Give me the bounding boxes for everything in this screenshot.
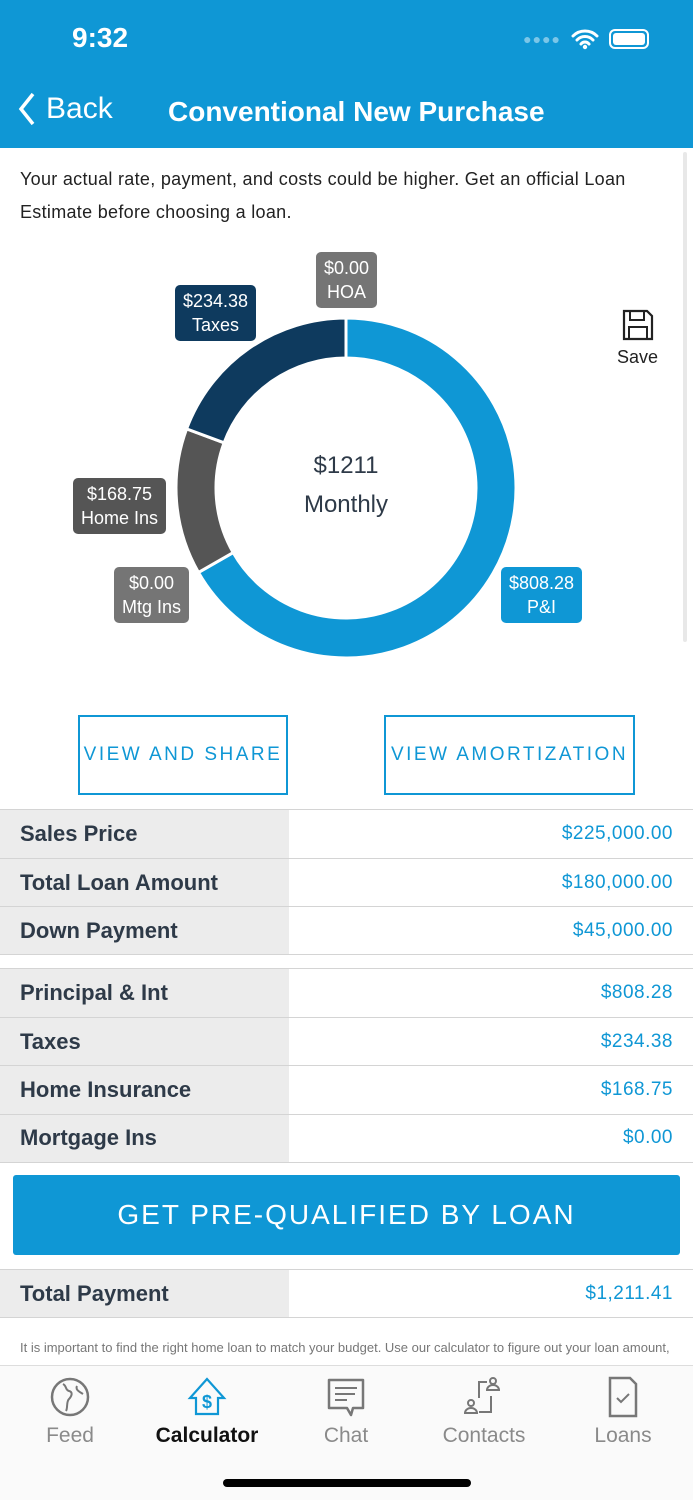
row-value[interactable]: $234.38 (600, 1030, 673, 1052)
contacts-icon (463, 1377, 501, 1414)
get-pre-qualified-button[interactable]: GET PRE-QUALIFIED BY LOAN (13, 1175, 680, 1255)
page-title: Conventional New Purchase (168, 96, 545, 127)
slice-label-home-ins: $168.75 Home Ins (73, 478, 167, 534)
row-label: Home Insurance (0, 1066, 289, 1114)
signal-icon: ●●●● (523, 31, 561, 47)
tab-feed[interactable]: Feed (10, 1376, 130, 1448)
row-value[interactable]: $168.75 (600, 1079, 673, 1100)
home-indicator[interactable] (223, 1479, 471, 1487)
disclaimer-text: Your actual rate, payment, and costs cou… (20, 169, 626, 222)
header: 9:32 ●●●● Back Conventional New Purchase (0, 0, 693, 148)
row-label: Sales Price (0, 810, 289, 858)
tab-label: Contacts (442, 1424, 526, 1447)
tab-calculator[interactable]: $ Calculator (147, 1376, 267, 1448)
chevron-left-icon (18, 92, 35, 126)
slice-label-hoa: $0.00 HOA (316, 252, 378, 308)
total-payment-row: Total Payment $1,211.41 (0, 1269, 693, 1318)
row-label: Mortgage Ins (0, 1114, 289, 1162)
slice-label-pi: $808.28 P&I (501, 567, 583, 623)
floppy-disk-icon (622, 309, 653, 341)
row-value[interactable]: $45,000.00 (572, 919, 673, 941)
donut-slice-home-ins (174, 426, 236, 575)
slice-name: Home Ins (81, 508, 159, 528)
tab-label: Feed (46, 1424, 94, 1447)
tab-contacts[interactable]: Contacts (424, 1376, 544, 1448)
slice-value: $168.75 (86, 484, 153, 504)
table-row[interactable]: Principal & Int $808.28 (0, 968, 693, 1017)
row-label: Principal & Int (0, 969, 289, 1017)
row-label: Taxes (0, 1017, 289, 1066)
tab-label: Calculator (155, 1424, 259, 1447)
tab-label: Chat (323, 1424, 369, 1447)
slice-label-mtg-ins: $0.00 Mtg Ins (114, 567, 190, 623)
globe-icon (50, 1377, 90, 1417)
view-and-share-button[interactable]: VIEW AND SHARE (78, 715, 288, 795)
slice-value: $234.38 (183, 291, 249, 311)
row-value[interactable]: $0.00 (622, 1127, 673, 1148)
tab-chat[interactable]: Chat (286, 1376, 406, 1448)
monthly-total: $1211 (313, 452, 379, 479)
view-amortization-button[interactable]: VIEW AMORTIZATION (384, 715, 635, 795)
tab-bar: Feed $ Calculator Chat Contacts Loans (0, 1365, 693, 1500)
save-button[interactable]: Save (617, 308, 658, 368)
monthly-label: Monthly (303, 491, 389, 518)
chat-icon (327, 1378, 365, 1417)
slice-name: Taxes (192, 315, 240, 335)
row-value[interactable]: $225,000.00 (561, 823, 673, 844)
row-value: $1,211.41 (585, 1282, 673, 1304)
row-label: Total Loan Amount (0, 858, 289, 907)
slice-value: $0.00 (324, 258, 370, 278)
row-value[interactable]: $808.28 (600, 982, 673, 1003)
tab-label: Loans (594, 1424, 652, 1447)
wifi-icon (571, 29, 599, 50)
document-check-icon (608, 1376, 638, 1418)
scrollbar[interactable] (683, 152, 687, 642)
table-row[interactable]: Taxes $234.38 (0, 1016, 693, 1066)
donut-slice-taxes (184, 316, 348, 445)
save-label: Save (617, 347, 659, 367)
chart-center: $1211 Monthly (246, 446, 446, 524)
table-row[interactable]: Sales Price $225,000.00 (0, 809, 693, 858)
table-row[interactable]: Mortgage Ins $0.00 (0, 1113, 693, 1163)
table-row[interactable]: Total Loan Amount $180,000.00 (0, 857, 693, 907)
svg-text:$: $ (202, 1392, 212, 1412)
slice-name: Mtg Ins (122, 597, 182, 617)
back-button[interactable]: Back (18, 92, 113, 126)
tab-loans[interactable]: Loans (563, 1376, 683, 1448)
slice-label-taxes: $234.38 Taxes (175, 285, 257, 341)
donut-chart (174, 316, 518, 660)
table-row[interactable]: Home Insurance $168.75 (0, 1065, 693, 1114)
battery-icon (609, 29, 649, 49)
row-label: Total Payment (0, 1270, 289, 1317)
table-row[interactable]: Down Payment $45,000.00 (0, 906, 693, 955)
back-label: Back (46, 92, 113, 125)
row-value[interactable]: $180,000.00 (561, 871, 673, 893)
slice-name: P&I (527, 597, 557, 617)
status-icons: ●●●● (523, 28, 649, 50)
slice-name: HOA (327, 282, 367, 302)
status-time: 9:32 (72, 22, 129, 53)
footer-text: It is important to find the right home l… (20, 1340, 670, 1366)
slice-value: $0.00 (128, 573, 175, 593)
row-label: Down Payment (0, 907, 289, 954)
house-dollar-icon: $ (187, 1377, 227, 1416)
donut-slice-p-i (196, 316, 518, 660)
slice-value: $808.28 (509, 573, 575, 593)
